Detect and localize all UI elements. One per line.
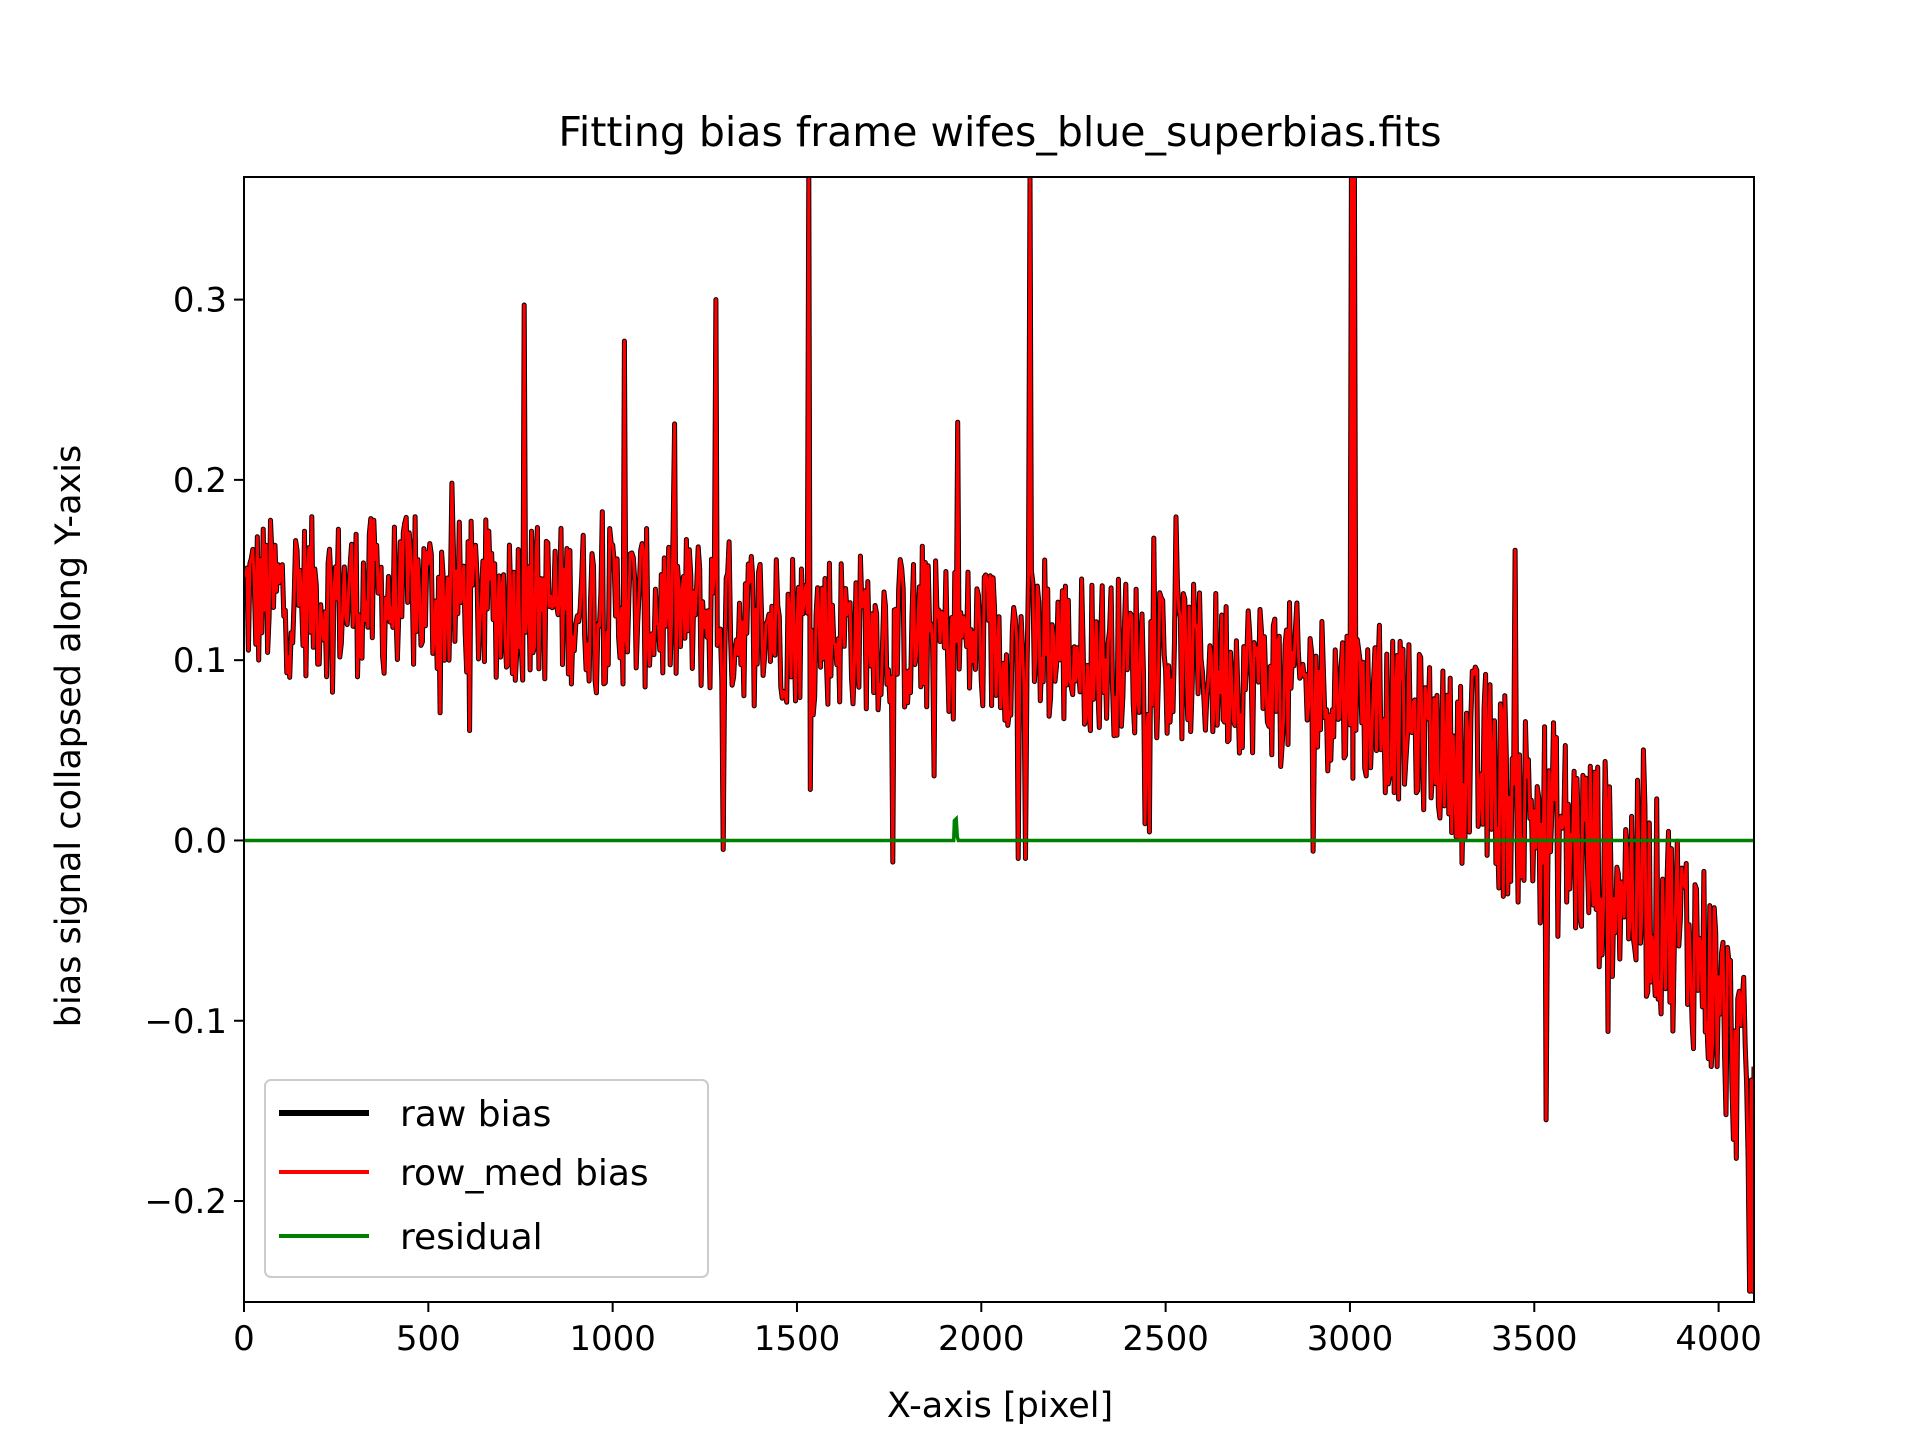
y-tick-label: −0.2 xyxy=(144,1182,227,1222)
legend-box xyxy=(264,1079,709,1278)
x-tick-label: 3000 xyxy=(1307,1319,1394,1359)
legend-label: residual xyxy=(400,1217,543,1258)
x-tick-label: 2500 xyxy=(1122,1319,1209,1359)
y-axis-label: bias signal collapsed along Y-axis xyxy=(49,445,89,1027)
x-axis-label: X-axis [pixel] xyxy=(887,1386,1113,1426)
x-tick-label: 1500 xyxy=(754,1319,841,1359)
legend-label: raw bias xyxy=(400,1094,551,1135)
y-tick-label: 0.2 xyxy=(173,461,227,501)
x-tick-label: 500 xyxy=(396,1319,461,1359)
chart-title: Fitting bias frame wifes_blue_superbias.… xyxy=(558,108,1441,156)
row-med-bias-line xyxy=(244,177,1754,1293)
x-tick-label: 1000 xyxy=(569,1319,656,1359)
axes-frame xyxy=(243,176,1755,1303)
y-tick-label: 0.0 xyxy=(173,821,227,861)
legend: raw bias row_med bias residual xyxy=(264,1079,709,1278)
y-tick-label: 0.1 xyxy=(173,641,227,681)
plot-area: 0 500 1000 1500 2000 2500 3000 3500 4000 −0.2 −0.1… xyxy=(144,176,1762,1359)
y-tick-label: −0.1 xyxy=(144,1002,227,1042)
residual-line xyxy=(244,814,1754,843)
x-tick-label: 4000 xyxy=(1675,1319,1762,1359)
x-tick-label: 3500 xyxy=(1491,1319,1578,1359)
x-tick-label: 2000 xyxy=(938,1319,1025,1359)
x-tick-label: 0 xyxy=(233,1319,255,1359)
legend-label: row_med bias xyxy=(400,1153,649,1194)
y-tick-label: 0.3 xyxy=(173,281,227,321)
